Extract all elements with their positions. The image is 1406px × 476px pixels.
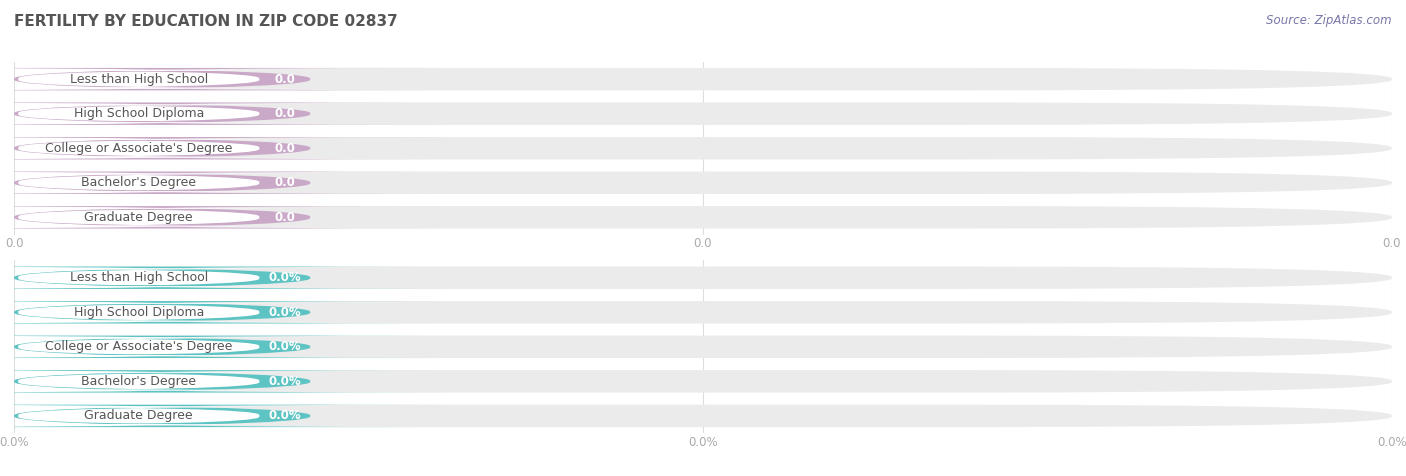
Text: 0.0: 0.0 [274,176,295,189]
FancyBboxPatch shape [0,301,444,324]
FancyBboxPatch shape [14,137,1392,159]
FancyBboxPatch shape [0,206,444,228]
FancyBboxPatch shape [0,336,444,358]
FancyBboxPatch shape [14,370,1392,393]
FancyBboxPatch shape [0,139,347,158]
Text: Less than High School: Less than High School [70,73,208,86]
Text: Graduate Degree: Graduate Degree [84,409,193,422]
FancyBboxPatch shape [0,372,347,390]
FancyBboxPatch shape [0,105,347,123]
FancyBboxPatch shape [14,405,1392,427]
Text: 0.0: 0.0 [274,142,295,155]
FancyBboxPatch shape [0,102,444,125]
FancyBboxPatch shape [0,137,444,159]
FancyBboxPatch shape [0,337,347,356]
FancyBboxPatch shape [14,206,1392,228]
FancyBboxPatch shape [14,301,1392,324]
FancyBboxPatch shape [0,405,444,427]
Text: Bachelor's Degree: Bachelor's Degree [82,176,197,189]
Text: Source: ZipAtlas.com: Source: ZipAtlas.com [1267,14,1392,27]
FancyBboxPatch shape [0,370,444,393]
Text: 0.0%: 0.0% [269,340,301,353]
Text: FERTILITY BY EDUCATION IN ZIP CODE 02837: FERTILITY BY EDUCATION IN ZIP CODE 02837 [14,14,398,30]
Text: 0.0%: 0.0% [269,271,301,284]
Text: 0.0%: 0.0% [269,375,301,388]
Text: College or Associate's Degree: College or Associate's Degree [45,142,232,155]
FancyBboxPatch shape [14,68,1392,90]
FancyBboxPatch shape [14,171,1392,194]
Text: 0.0: 0.0 [274,73,295,86]
Text: High School Diploma: High School Diploma [73,306,204,319]
Text: Graduate Degree: Graduate Degree [84,211,193,224]
Text: 0.0: 0.0 [274,211,295,224]
FancyBboxPatch shape [14,102,1392,125]
FancyBboxPatch shape [0,407,347,425]
Text: 0.0%: 0.0% [269,306,301,319]
FancyBboxPatch shape [0,208,347,227]
Text: Less than High School: Less than High School [70,271,208,284]
FancyBboxPatch shape [0,68,444,90]
Text: 0.0: 0.0 [274,107,295,120]
Text: High School Diploma: High School Diploma [73,107,204,120]
FancyBboxPatch shape [0,303,347,321]
FancyBboxPatch shape [0,70,347,89]
Text: Bachelor's Degree: Bachelor's Degree [82,375,197,388]
FancyBboxPatch shape [0,267,444,289]
FancyBboxPatch shape [14,267,1392,289]
FancyBboxPatch shape [0,171,444,194]
Text: 0.0%: 0.0% [269,409,301,422]
FancyBboxPatch shape [0,174,347,192]
Text: College or Associate's Degree: College or Associate's Degree [45,340,232,353]
FancyBboxPatch shape [0,268,347,287]
FancyBboxPatch shape [14,336,1392,358]
